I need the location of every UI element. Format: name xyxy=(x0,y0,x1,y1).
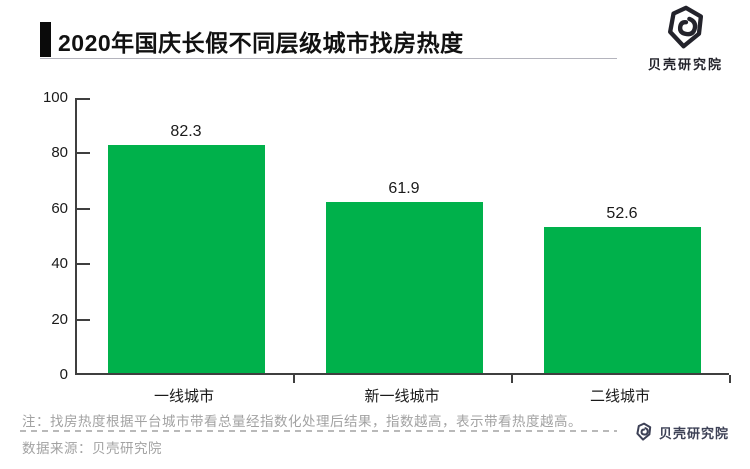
bar-一线城市 xyxy=(107,145,265,373)
x-axis-tick xyxy=(511,375,513,383)
title-underline xyxy=(40,58,617,59)
y-axis-tick xyxy=(77,263,90,266)
y-axis-tick xyxy=(77,207,90,210)
y-axis-tick-label: 20 xyxy=(51,310,68,328)
data-source: 数据来源：贝壳研究院 xyxy=(22,441,162,456)
y-axis-tick-label: 100 xyxy=(42,89,68,106)
x-axis-tick xyxy=(729,375,731,383)
y-axis-tick xyxy=(77,152,90,155)
bar-value-label: 82.3 xyxy=(170,123,202,141)
chart-note: 注：找房热度根据平台城市带看总量经指数化处理后结果，指数越高，表示带看热度越高。 xyxy=(22,414,582,429)
beike-shell-icon xyxy=(667,5,703,49)
bar-二线城市 xyxy=(543,227,701,373)
x-axis-category-label: 新一线城市 xyxy=(364,388,440,405)
beike-shell-icon-small xyxy=(636,422,652,441)
page-title: 2020年国庆长假不同层级城市找房热度 xyxy=(58,30,464,56)
bar-value-label: 52.6 xyxy=(606,205,638,223)
y-axis-tick-label: 60 xyxy=(51,199,68,217)
bar-chart-plot: 82.3 61.9 52.6 xyxy=(75,98,731,383)
y-axis-tick xyxy=(77,98,90,100)
y-axis-tick-label: 80 xyxy=(51,144,68,162)
dashed-divider xyxy=(20,430,617,432)
y-axis-tick-label: 40 xyxy=(51,255,68,273)
x-axis-category-label: 一线城市 xyxy=(153,388,214,405)
y-axis-tick xyxy=(77,318,90,321)
bar-value-label: 61.9 xyxy=(388,179,420,197)
beike-logo-bottom-label: 贝壳研究院 xyxy=(659,425,730,441)
bar-新一线城市 xyxy=(325,201,483,373)
beike-logo-top: 贝壳研究院 xyxy=(628,4,743,76)
title-accent-bar xyxy=(40,22,51,57)
x-axis-tick xyxy=(293,375,295,383)
y-axis-tick-label: 0 xyxy=(59,366,68,383)
beike-logo-bottom: 贝壳研究院 xyxy=(634,422,729,442)
x-axis-category-label: 二线城市 xyxy=(589,388,650,405)
beike-logo-top-label: 贝壳研究院 xyxy=(647,57,723,72)
